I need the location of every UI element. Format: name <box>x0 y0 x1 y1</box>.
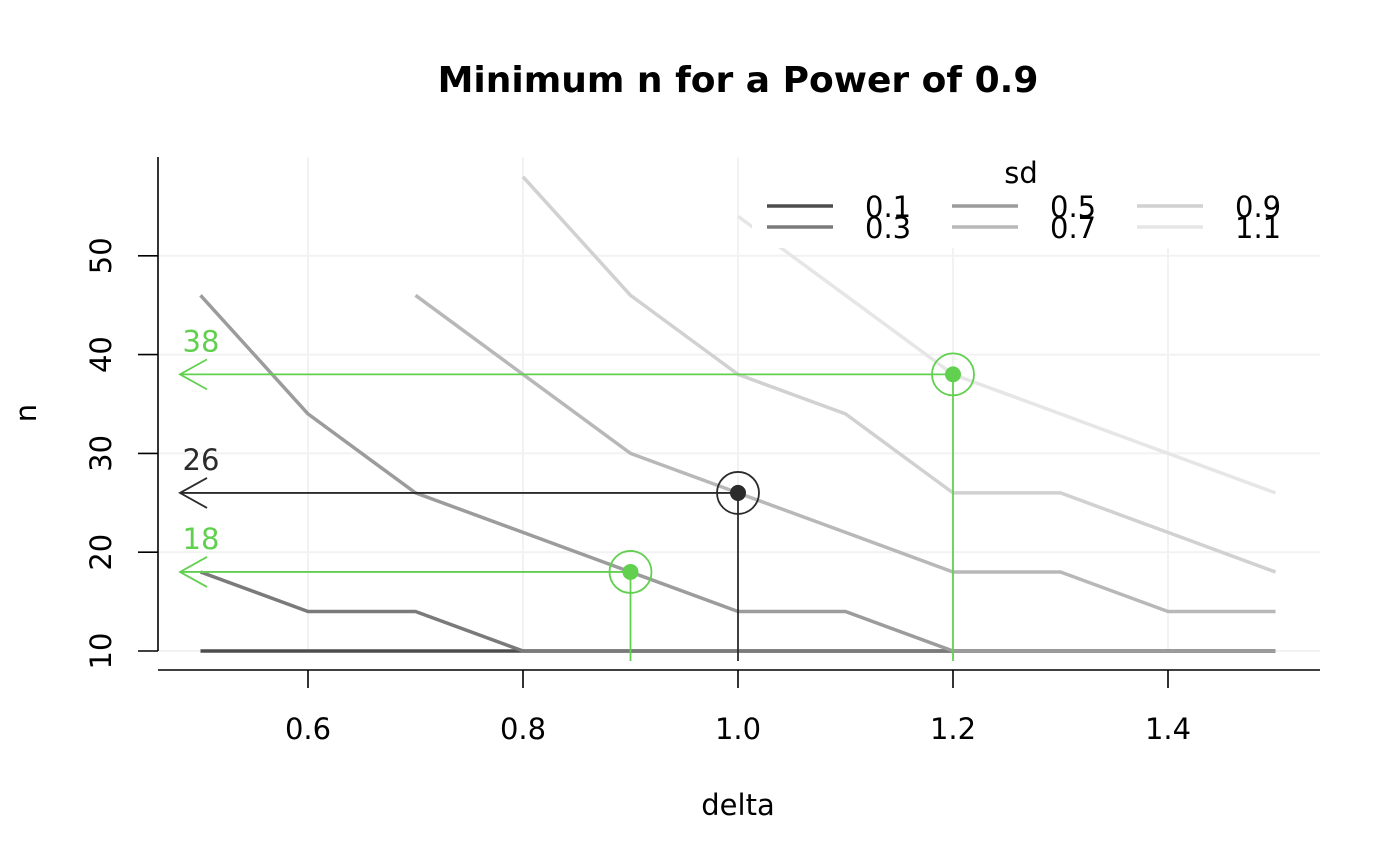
annotations: 38 26 18 <box>178 324 975 661</box>
annotation-ring <box>716 471 760 515</box>
legend-item-0-5: 0.5 <box>952 190 1096 224</box>
y-axis-label: n <box>9 404 43 422</box>
x-tick-label-2: 1.0 <box>715 712 761 746</box>
annotation-label: 18 <box>183 522 220 556</box>
ticks: 0.6 0.8 1.0 1.2 1.4 10 20 30 40 50 <box>84 237 1191 746</box>
chart-title: Minimum n for a Power of 0.9 <box>438 60 1039 101</box>
x-tick-label-1: 0.8 <box>500 712 546 746</box>
x-tick-label-4: 1.4 <box>1145 712 1191 746</box>
annotation-label: 26 <box>183 443 220 477</box>
annotation-26: 26 <box>178 443 760 661</box>
series-line-0-7 <box>414 293 1276 614</box>
legend-label: 0.7 <box>1050 211 1096 245</box>
legend-label: 0.3 <box>865 211 911 245</box>
annotation-label: 38 <box>183 324 220 358</box>
annotation-arrowhead <box>178 556 208 588</box>
y-tick-label-2: 30 <box>84 435 118 472</box>
y-tick-label-1: 20 <box>84 534 118 571</box>
annotation-point <box>945 366 961 383</box>
legend-item-0-3: 0.3 <box>767 211 911 245</box>
axes <box>157 157 1320 671</box>
annotation-point <box>622 563 639 580</box>
annotation-ring <box>931 352 975 397</box>
legend-label: 1.1 <box>1235 211 1281 245</box>
x-tick-label-0: 0.6 <box>285 712 331 746</box>
legend-label: 0.5 <box>1050 190 1096 224</box>
annotation-arrowhead <box>178 477 208 509</box>
y-tick-label-3: 40 <box>84 336 118 373</box>
legend-background <box>752 150 1297 248</box>
annotation-ring <box>608 550 653 594</box>
legend-item-0-9: 0.9 <box>1137 190 1281 224</box>
series-line-0-9 <box>521 175 1277 574</box>
series-line-1-1 <box>736 214 1277 495</box>
x-axis-label: delta <box>701 788 774 822</box>
x-tick-label-3: 1.2 <box>930 712 976 746</box>
annotation-18: 18 <box>178 522 653 661</box>
annotation-point <box>730 484 746 501</box>
legend-title: sd <box>1004 156 1038 190</box>
annotation-38: 38 <box>178 324 975 661</box>
legend: sd 0.10.3 0.50.7 0.91.1 <box>752 150 1297 248</box>
annotation-arrowhead <box>178 358 208 391</box>
legend-item-0-1: 0.1 <box>767 190 911 224</box>
legend-item-0-7: 0.7 <box>952 211 1096 245</box>
legend-label: 0.1 <box>865 190 911 224</box>
y-tick-label-4: 50 <box>84 237 118 274</box>
legend-item-1-1: 1.1 <box>1137 211 1281 245</box>
legend-label: 0.9 <box>1235 190 1281 224</box>
y-tick-label-0: 10 <box>84 633 118 670</box>
